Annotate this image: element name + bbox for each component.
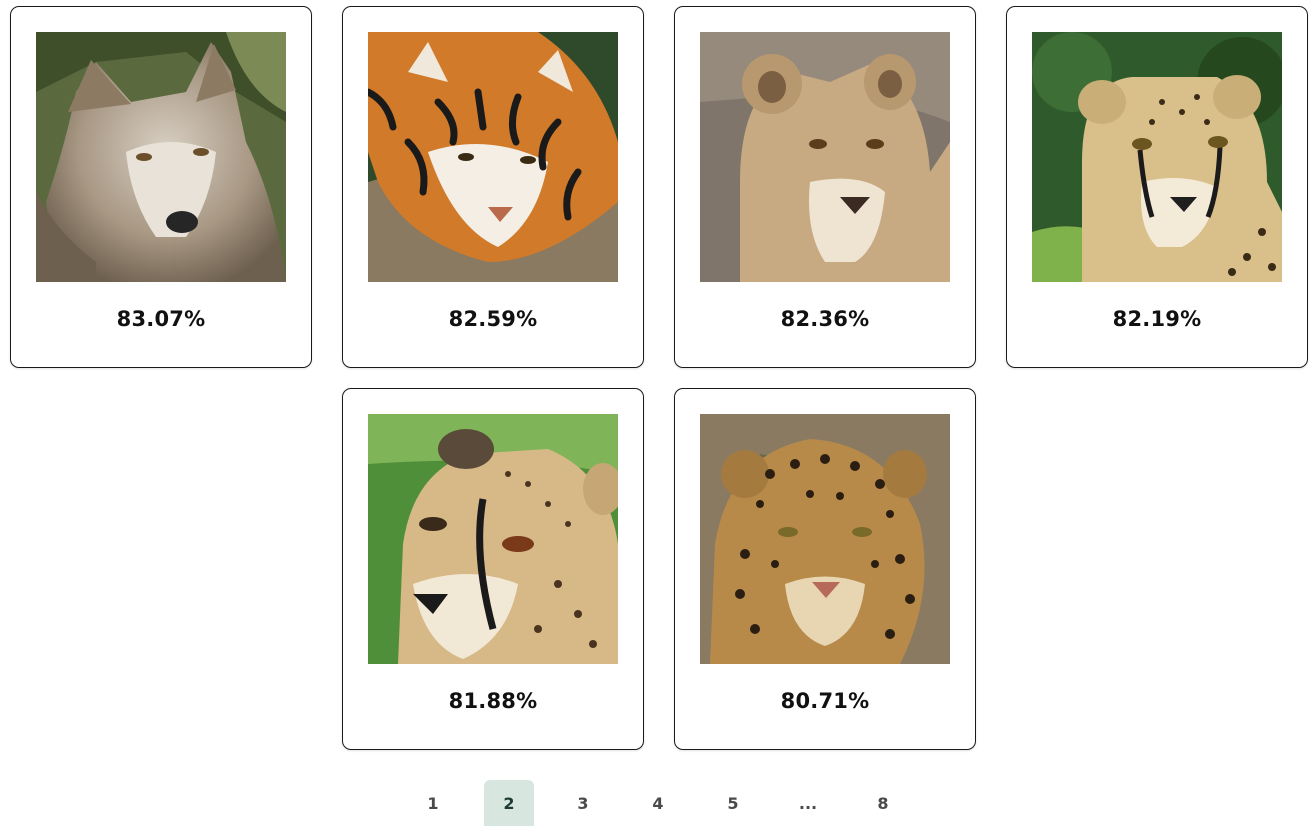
cheetah-photo	[1032, 32, 1282, 282]
page-4-button[interactable]: 4	[652, 793, 664, 813]
similarity-score: 82.19%	[1112, 307, 1202, 331]
similarity-score: 82.59%	[448, 307, 538, 331]
pagination-ellipsis: ...	[798, 793, 818, 813]
cheetah-photo	[368, 414, 618, 664]
page-1-button[interactable]: 1	[427, 793, 439, 813]
tiger-photo	[368, 32, 618, 282]
similarity-score: 81.88%	[448, 689, 538, 713]
result-card-cheetah[interactable]: 82.19%	[1006, 6, 1308, 368]
result-card-wolf[interactable]: 83.07%	[10, 6, 312, 368]
lioness-photo	[700, 32, 950, 282]
page-5-button[interactable]: 5	[727, 793, 739, 813]
page-3-button[interactable]: 3	[577, 793, 589, 813]
result-card-cheetah-2[interactable]: 81.88%	[342, 388, 644, 750]
jaguar-photo	[700, 414, 950, 664]
result-card-tiger[interactable]: 82.59%	[342, 6, 644, 368]
similarity-score: 82.36%	[780, 307, 870, 331]
similarity-score: 80.71%	[780, 689, 870, 713]
result-card-jaguar[interactable]: 80.71%	[674, 388, 976, 750]
result-card-lioness[interactable]: 82.36%	[674, 6, 976, 368]
wolf-photo	[36, 32, 286, 282]
page-8-button[interactable]: 8	[877, 793, 889, 813]
pagination: 1 2 3 4 5 ... 8	[0, 780, 1313, 826]
page-2-button-current[interactable]: 2	[484, 780, 534, 826]
similarity-score: 83.07%	[116, 307, 206, 331]
